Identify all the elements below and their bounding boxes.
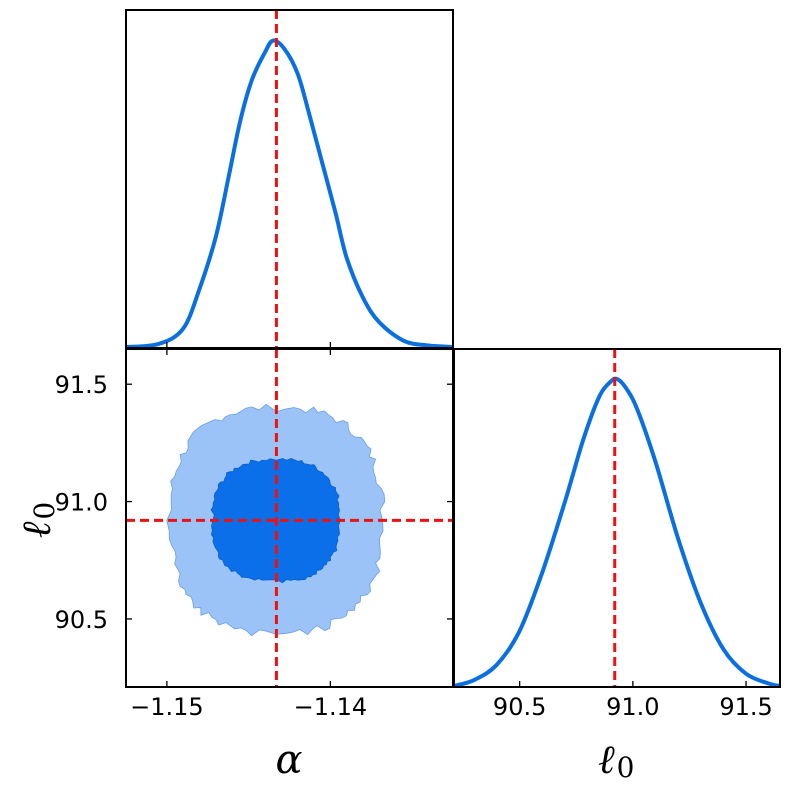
joint-ytick-label-0: 90.5 bbox=[55, 606, 108, 634]
marginal-alpha-curve bbox=[125, 38, 454, 349]
joint-xtick-label-1: −1.14 bbox=[294, 693, 368, 721]
xlabel-alpha-text: α bbox=[275, 737, 302, 783]
marginal-l0-curve bbox=[453, 376, 781, 688]
marginal-alpha-frame bbox=[125, 9, 454, 349]
marginal-l0-frame bbox=[453, 348, 781, 688]
joint-ytick-label-1: 91.0 bbox=[55, 489, 108, 517]
ylabel-l0-text: ℓ bbox=[14, 521, 60, 538]
xlabel-l0-subscript: 0 bbox=[617, 751, 635, 784]
svg-text:ℓ0: ℓ0 bbox=[598, 737, 635, 784]
joint-alpha-l0-panel: −1.15 −1.14 90.5 91.0 91.5 bbox=[55, 348, 454, 721]
marginal-l0-panel: 90.5 91.0 91.5 bbox=[453, 348, 781, 721]
right-xtick-label-0: 90.5 bbox=[493, 693, 546, 721]
joint-xtick-label-0: −1.15 bbox=[130, 693, 204, 721]
xlabel-l0-text: ℓ bbox=[598, 737, 615, 783]
ylabel-l0: ℓ0 bbox=[14, 502, 61, 539]
xlabel-l0: ℓ0 bbox=[598, 737, 635, 784]
right-xtick-label-1: 91.0 bbox=[606, 693, 659, 721]
ylabel-l0-subscript: 0 bbox=[28, 502, 61, 520]
marginal-alpha-panel bbox=[125, 9, 454, 349]
svg-text:ℓ0: ℓ0 bbox=[14, 502, 61, 539]
right-xtick-label-2: 91.5 bbox=[719, 693, 772, 721]
joint-ytick-label-2: 91.5 bbox=[55, 371, 108, 399]
xlabel-alpha: α bbox=[275, 737, 302, 783]
